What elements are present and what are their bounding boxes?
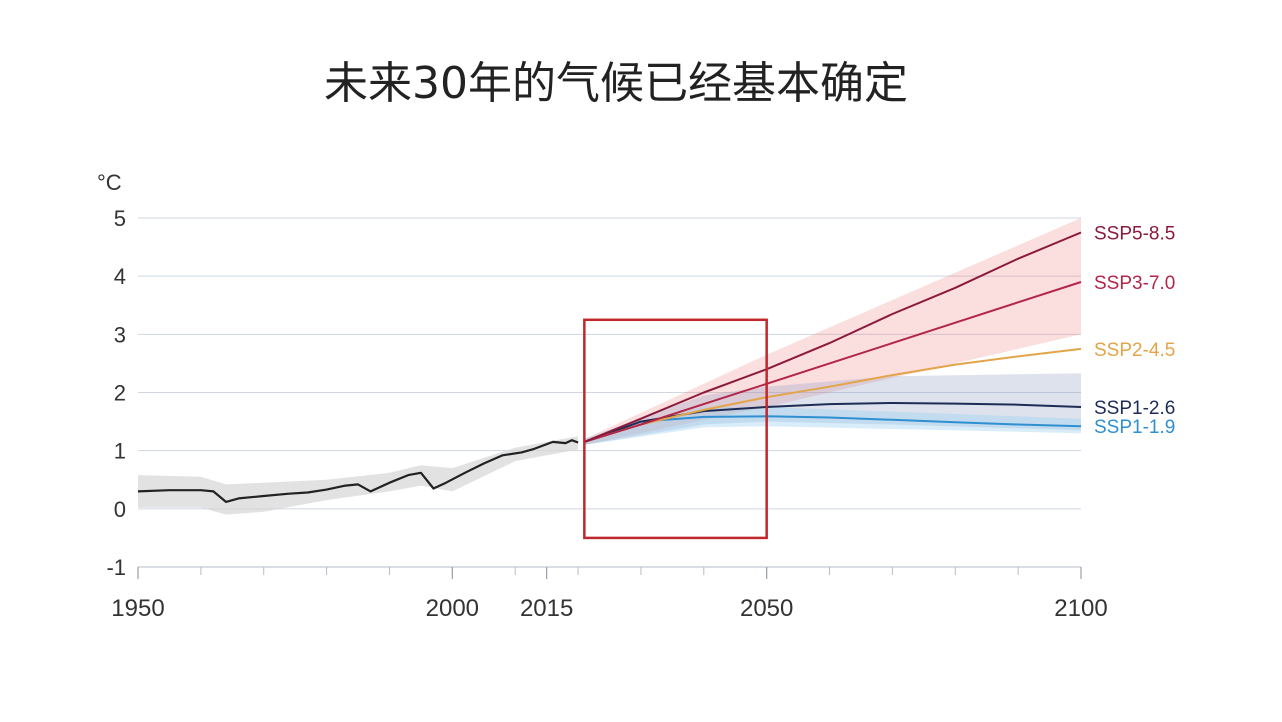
y-tick-label: 0 xyxy=(114,497,126,522)
x-tick-label: 2015 xyxy=(520,595,573,622)
x-tick-label: 2100 xyxy=(1054,595,1107,622)
series-label: SSP2-4.5 xyxy=(1094,340,1175,361)
series-label: SSP3-7.0 xyxy=(1094,273,1175,294)
y-tick-label: -1 xyxy=(106,555,126,580)
x-tick-label: 2050 xyxy=(740,595,793,622)
y-tick-label: 1 xyxy=(114,439,126,464)
x-tick-label: 2000 xyxy=(426,595,479,622)
y-tick-label: 4 xyxy=(114,264,126,289)
y-tick-label: 3 xyxy=(114,322,126,347)
x-axis: 1950 2000 2015 2050 2100 xyxy=(111,567,1107,622)
series-label: SSP5-8.5 xyxy=(1094,224,1175,245)
historical-band xyxy=(138,436,578,514)
y-unit-label: °C xyxy=(97,170,122,195)
series-label: SSP1-2.6 xyxy=(1094,398,1175,419)
series-label: SSP1-1.9 xyxy=(1094,417,1175,438)
y-tick-label: 2 xyxy=(114,381,126,406)
chart-title: 未来30年的气候已经基本确定 xyxy=(324,58,908,109)
series-lines xyxy=(138,233,1081,502)
y-tick-label: 5 xyxy=(114,206,126,231)
x-tick-label: 1950 xyxy=(111,595,164,622)
